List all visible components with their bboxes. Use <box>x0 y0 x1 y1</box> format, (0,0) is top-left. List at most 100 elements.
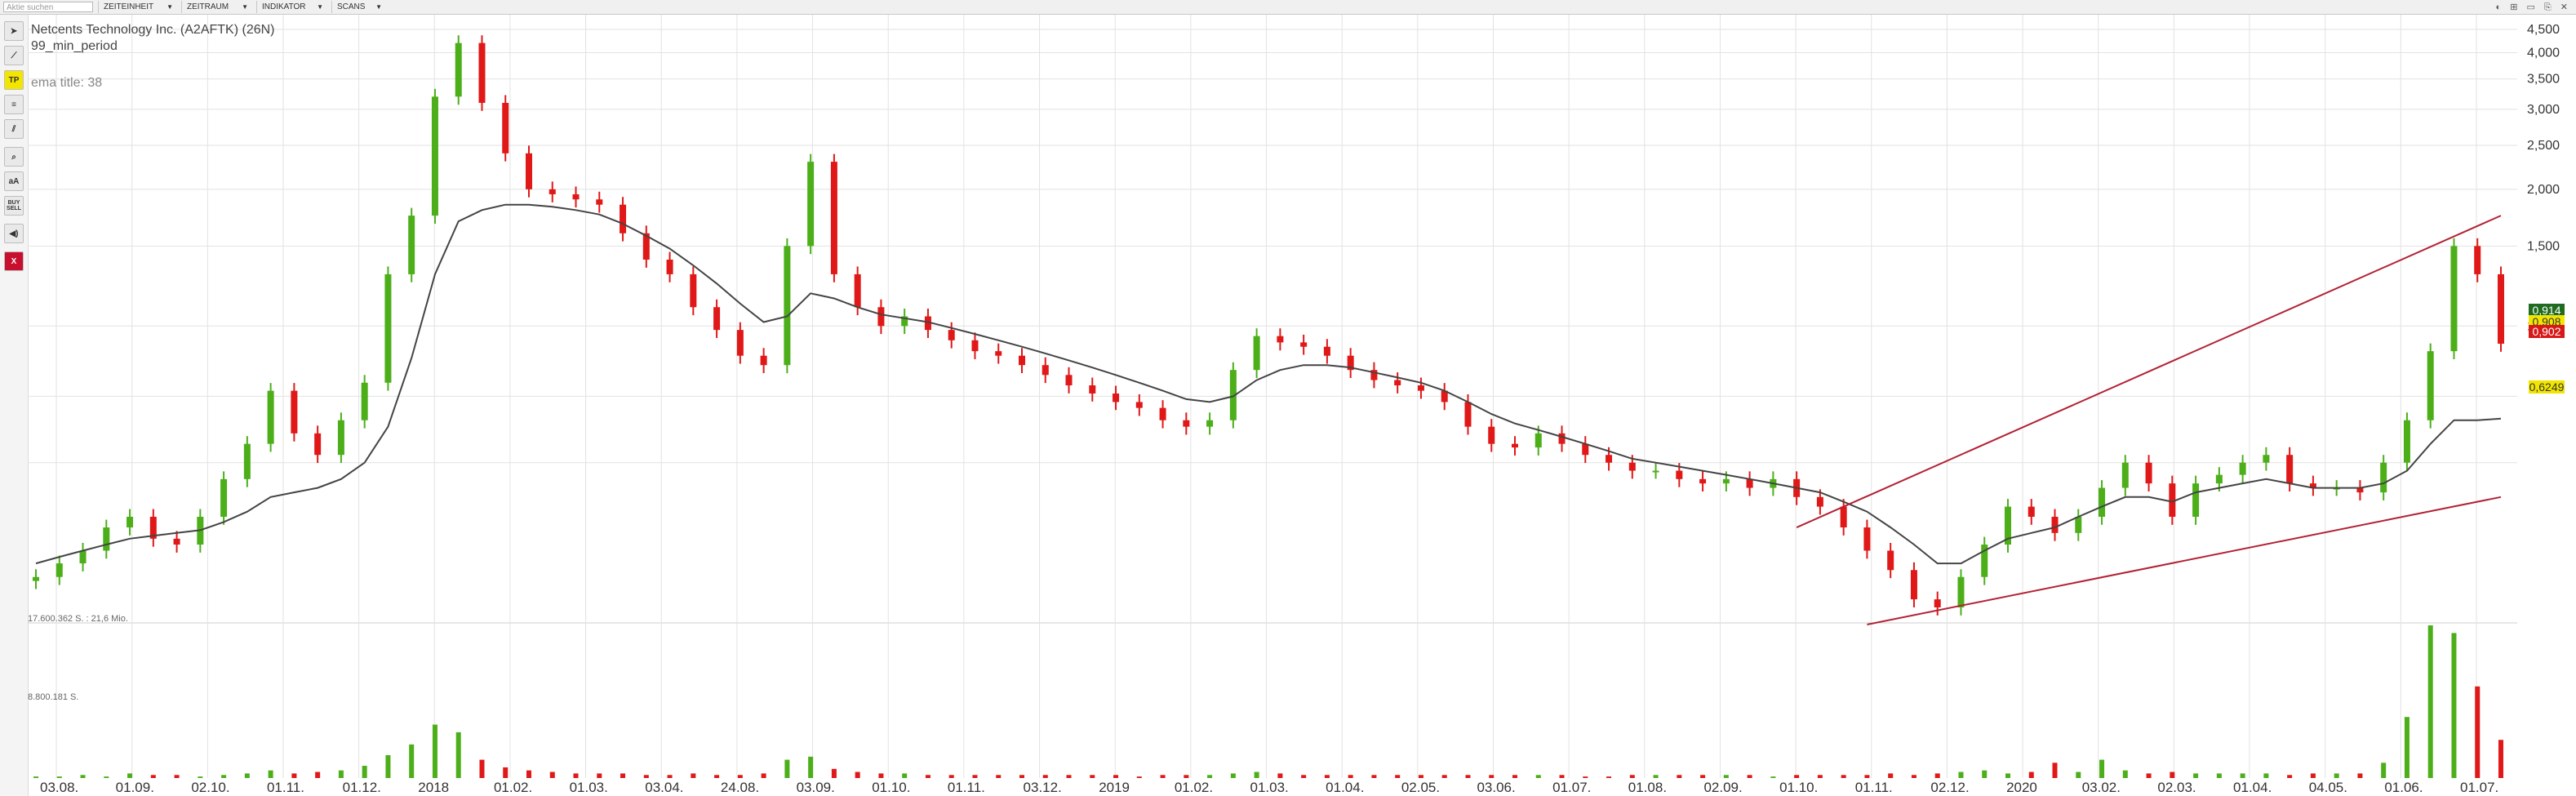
x-tick-label: 03.06. <box>1477 780 1515 795</box>
instrument-title: Netcents Technology Inc. (A2AFTK) (26N) <box>31 23 275 37</box>
tp-tool[interactable]: TP <box>4 70 24 90</box>
candle-body <box>1699 478 1707 484</box>
x-tick-label: 02.05. <box>1401 780 1440 795</box>
chevron-down-icon: ▼ <box>317 3 323 11</box>
candle-body <box>1558 433 1566 444</box>
stock-search-input[interactable]: Aktie suchen <box>3 2 93 12</box>
volume-bar <box>714 775 720 778</box>
volume-bar <box>1207 775 1213 778</box>
volume-bar <box>2404 717 2409 778</box>
candle-body <box>1229 370 1237 420</box>
candle-body <box>1370 370 1378 380</box>
x-tick-label: 01.04. <box>1326 780 1364 795</box>
x-tick-label: 01.06. <box>2384 780 2423 795</box>
menu-scans[interactable]: SCANS ▼ <box>331 1 387 13</box>
volume-bar <box>2170 772 2175 778</box>
window-controls[interactable]: ◐ ⊞ ▭ ⎘ ✕ <box>2495 2 2571 12</box>
channel-lower-line <box>1867 496 2502 625</box>
candle-body <box>1981 545 1988 577</box>
candle-body <box>56 563 63 577</box>
x-tick-label: 01.03. <box>1250 780 1289 795</box>
fibonacci-tool[interactable]: ≡ <box>4 95 24 114</box>
volume-bar <box>1911 775 1916 778</box>
candle-body <box>2239 462 2246 475</box>
sound-tool[interactable]: ◀) <box>4 224 24 243</box>
x-tick-label: 24.08. <box>721 780 759 795</box>
candle-body <box>924 316 931 331</box>
volume-bar <box>1066 775 1072 778</box>
volume-bar <box>1770 776 1776 778</box>
volume-bar <box>1371 775 1377 778</box>
candle-body <box>149 516 157 539</box>
candle-body <box>478 42 486 104</box>
zoom-tool[interactable]: ⌕ <box>4 147 24 167</box>
draw-line-tool[interactable]: ⟋ <box>4 46 24 65</box>
red-price-label: 0,902 <box>2529 325 2565 338</box>
top-menu-bar: Aktie suchen ZEITEINHEIT ▼ ZEITRAUM ▼ IN… <box>0 0 2576 15</box>
x-tick-label: 01.02. <box>494 780 532 795</box>
volume-bar <box>1583 776 1588 778</box>
candle-body <box>1676 470 1683 479</box>
chevron-down-icon: ▼ <box>167 3 173 11</box>
volume-bar <box>1982 770 1988 778</box>
price-chart[interactable]: 4,5004,0003,5003,0002,5002,0001,5001,000… <box>28 15 2576 796</box>
volume-bar <box>1348 775 1353 778</box>
candle-body <box>337 420 344 456</box>
menu-indikator[interactable]: INDIKATOR ▼ <box>256 1 328 13</box>
menu-zeiteinheit[interactable]: ZEITEINHEIT ▼ <box>98 1 178 13</box>
cursor-tool[interactable]: ➤ <box>4 21 24 41</box>
x-tick-label: 03.12. <box>1024 780 1062 795</box>
volume-bar <box>455 732 461 778</box>
volume-bar <box>2334 773 2339 778</box>
candle-body <box>1323 346 1330 356</box>
candle-body <box>2498 273 2504 344</box>
volume-bar <box>996 775 1002 778</box>
volume-bar <box>2028 772 2034 778</box>
candle-body <box>2450 246 2458 352</box>
volume-bar <box>597 773 602 778</box>
x-tick-label: 03.02. <box>2082 780 2121 795</box>
candle-body <box>384 273 392 383</box>
candle-body <box>1887 550 1894 571</box>
volume-bar <box>620 773 626 778</box>
candle-body <box>361 382 368 420</box>
menu-zeitraum[interactable]: ZEITRAUM ▼ <box>181 1 253 13</box>
buy-sell-tool[interactable]: BUY SELL <box>4 196 24 216</box>
close-tool[interactable]: X <box>4 251 24 271</box>
x-tick-label: 01.11. <box>948 780 985 795</box>
x-tick-label: 2019 <box>1099 780 1130 795</box>
volume-bar <box>526 770 531 778</box>
chevron-down-icon: ▼ <box>242 3 248 11</box>
volume-bar <box>1958 772 1964 778</box>
volume-bar <box>104 776 109 778</box>
volume-bar <box>2193 773 2199 778</box>
volume-bar <box>479 759 485 778</box>
candle-body <box>2169 483 2176 517</box>
y-tick-label: 1,500 <box>2527 239 2560 253</box>
x-tick-label: 01.09. <box>116 780 154 795</box>
candle-body <box>1816 496 1823 507</box>
volume-bar <box>1677 775 1682 778</box>
volume-bar <box>1136 776 1142 778</box>
x-tick-label: 2020 <box>2006 780 2037 795</box>
text-tool[interactable]: aA <box>4 171 24 191</box>
volume-bar <box>338 770 344 778</box>
candle-body <box>2309 483 2316 488</box>
volume-bar <box>855 772 860 778</box>
volume-bar <box>902 773 908 778</box>
channel-tool[interactable]: ⫽ <box>4 119 24 139</box>
volume-bar <box>1324 775 1330 778</box>
volume-bar <box>1934 773 1940 778</box>
x-tick-label: 01.10. <box>872 780 910 795</box>
candle-body <box>220 478 228 517</box>
volume-bar <box>1747 775 1752 778</box>
y-tick-label: 2,500 <box>2527 139 2560 153</box>
volume-bar <box>1254 772 1259 778</box>
volume-bar <box>1559 775 1565 778</box>
volume-bar <box>549 772 555 778</box>
candle-body <box>2099 487 2106 517</box>
volume-bar <box>2357 773 2363 778</box>
candle-body <box>760 355 767 366</box>
current-price-label: 0,914 <box>2529 304 2565 317</box>
candle-body <box>1253 336 1260 371</box>
